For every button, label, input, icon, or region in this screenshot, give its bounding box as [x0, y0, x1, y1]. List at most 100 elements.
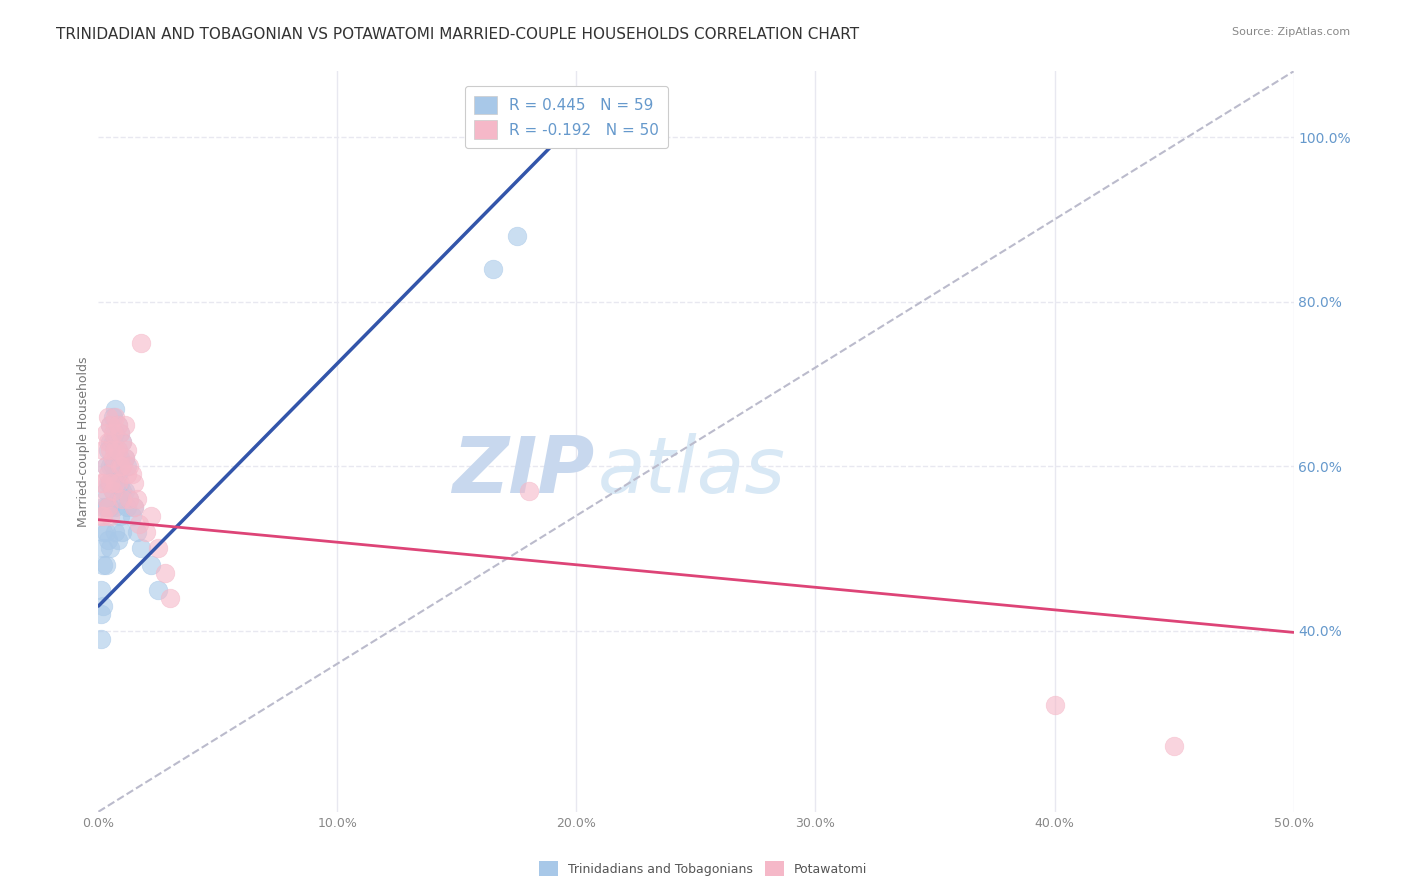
Point: [98, 475, 122, 490]
Point: [97, 409, 120, 424]
Point: [101, 409, 124, 424]
Point: [107, 442, 129, 457]
Point: [517, 483, 540, 498]
Point: [115, 459, 138, 474]
Point: [91, 475, 114, 490]
Point: [114, 450, 136, 465]
Point: [108, 475, 131, 490]
Point: [125, 492, 148, 507]
Point: [108, 426, 131, 441]
Point: [94, 483, 117, 498]
Point: [124, 475, 146, 490]
Point: [107, 492, 129, 507]
Text: ZIP: ZIP: [453, 434, 595, 509]
Text: atlas: atlas: [598, 434, 786, 509]
Point: [506, 228, 529, 243]
Point: [125, 524, 148, 539]
Y-axis label: Married-couple Households: Married-couple Households: [77, 356, 90, 527]
Point: [101, 483, 124, 498]
Point: [139, 508, 162, 523]
Point: [90, 632, 112, 646]
Point: [107, 475, 129, 490]
Point: [148, 582, 170, 597]
Point: [118, 492, 141, 507]
Point: [97, 442, 120, 457]
Point: [94, 492, 117, 507]
Point: [104, 467, 127, 482]
Point: [114, 450, 136, 465]
Point: [90, 475, 112, 490]
Point: [97, 434, 120, 449]
Point: [90, 582, 112, 597]
Point: [90, 607, 112, 622]
Point: [131, 335, 153, 350]
Point: [98, 442, 122, 457]
Point: [135, 524, 157, 539]
Point: [118, 492, 141, 507]
Point: [107, 442, 129, 457]
Point: [108, 450, 131, 465]
Point: [124, 500, 146, 515]
Point: [121, 508, 143, 523]
Point: [111, 434, 134, 449]
Point: [91, 558, 114, 572]
Point: [115, 500, 138, 515]
Point: [91, 508, 114, 523]
Point: [101, 459, 124, 474]
Point: [107, 533, 129, 548]
Point: [104, 426, 127, 441]
Point: [128, 516, 150, 531]
Point: [97, 475, 120, 490]
Point: [114, 418, 136, 433]
Point: [104, 409, 127, 424]
Point: [1043, 698, 1066, 712]
Point: [159, 591, 181, 605]
Point: [91, 524, 114, 539]
Point: [114, 483, 136, 498]
Point: [101, 434, 124, 449]
Point: [91, 599, 114, 613]
Point: [111, 524, 134, 539]
Text: TRINIDADIAN AND TOBAGONIAN VS POTAWATOMI MARRIED-COUPLE HOUSEHOLDS CORRELATION C: TRINIDADIAN AND TOBAGONIAN VS POTAWATOMI…: [56, 27, 859, 42]
Legend: R = 0.445   N = 59, R = -0.192   N = 50: R = 0.445 N = 59, R = -0.192 N = 50: [464, 87, 668, 148]
Point: [104, 500, 127, 515]
Point: [1163, 739, 1185, 753]
Point: [111, 459, 134, 474]
Point: [108, 426, 131, 441]
Point: [98, 541, 122, 556]
Point: [108, 508, 131, 523]
Point: [115, 467, 138, 482]
Point: [104, 475, 127, 490]
Point: [101, 426, 124, 441]
Point: [104, 442, 127, 457]
Point: [481, 261, 505, 276]
Point: [98, 418, 122, 433]
Point: [155, 566, 177, 581]
Point: [104, 524, 127, 539]
Point: [90, 508, 112, 523]
Point: [104, 401, 127, 416]
Point: [98, 434, 122, 449]
Point: [111, 434, 134, 449]
Point: [98, 459, 122, 474]
Point: [94, 500, 117, 515]
Point: [98, 500, 122, 515]
Point: [101, 483, 124, 498]
Point: [97, 500, 120, 515]
Legend: Trinidadians and Tobagonians, Potawatomi: Trinidadians and Tobagonians, Potawatomi: [534, 856, 872, 881]
Point: [91, 442, 114, 457]
Point: [94, 426, 117, 441]
Point: [115, 442, 138, 457]
Point: [118, 459, 141, 474]
Point: [91, 500, 114, 515]
Point: [104, 442, 127, 457]
Point: [111, 492, 134, 507]
Point: [107, 418, 129, 433]
Point: [101, 450, 124, 465]
Point: [107, 418, 129, 433]
Point: [131, 541, 153, 556]
Point: [91, 541, 114, 556]
Point: [97, 500, 120, 515]
Point: [107, 467, 129, 482]
Point: [98, 508, 122, 523]
